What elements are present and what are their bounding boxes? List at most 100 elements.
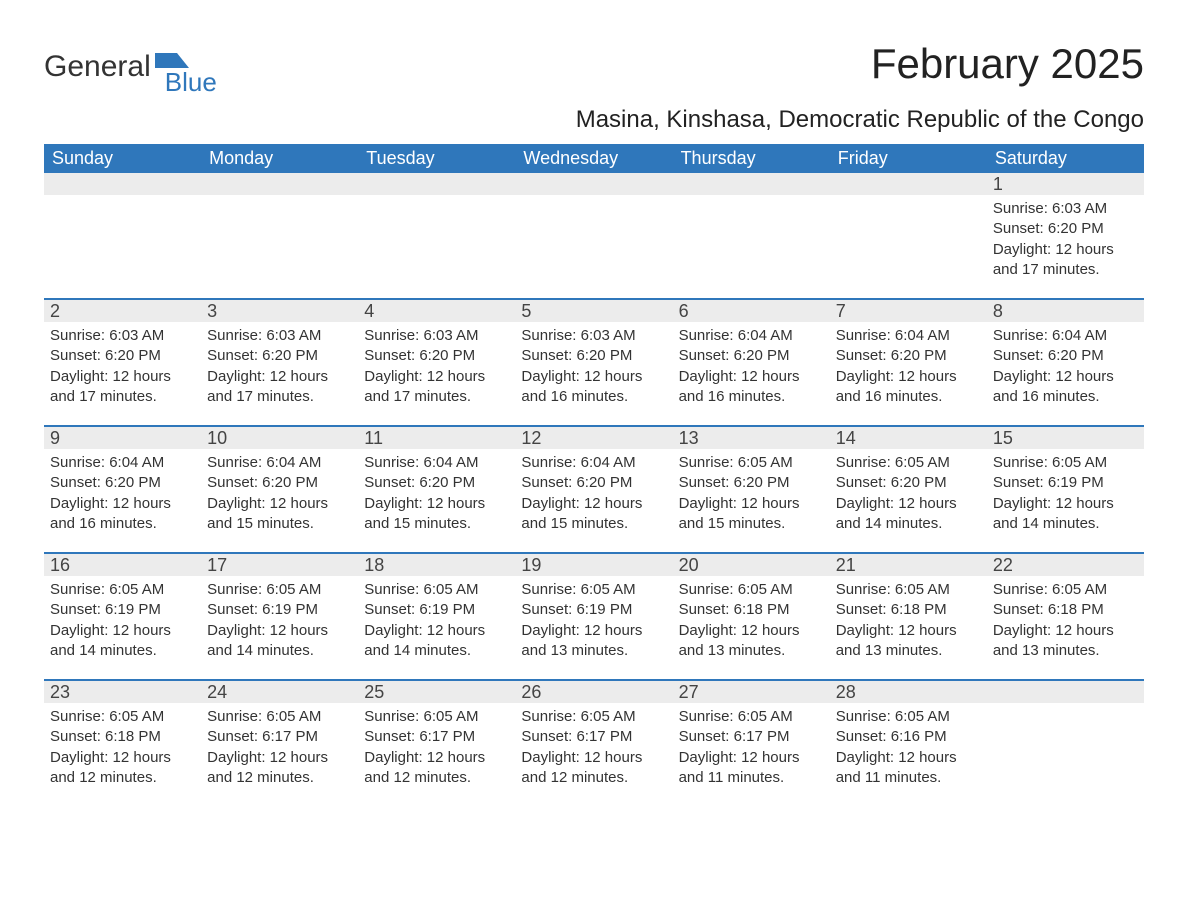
sunrise-text: Sunrise: 6:04 AM	[993, 326, 1138, 346]
sunset-text: Sunset: 6:16 PM	[836, 727, 981, 747]
sunrise-text: Sunrise: 6:03 AM	[50, 326, 195, 346]
date-number: 15	[987, 427, 1144, 449]
calendar-cell	[515, 173, 672, 286]
sunset-text: Sunset: 6:20 PM	[521, 346, 666, 366]
date-number: 3	[201, 300, 358, 322]
week-row: 1Sunrise: 6:03 AMSunset: 6:20 PMDaylight…	[44, 173, 1144, 286]
calendar-cell: 5Sunrise: 6:03 AMSunset: 6:20 PMDaylight…	[515, 300, 672, 413]
cell-body: Sunrise: 6:04 AMSunset: 6:20 PMDaylight:…	[515, 449, 672, 534]
weeks-container: 1Sunrise: 6:03 AMSunset: 6:20 PMDaylight…	[44, 173, 1144, 794]
daylight-text: Daylight: 12 hours and 11 minutes.	[836, 748, 981, 789]
sunrise-text: Sunrise: 6:05 AM	[836, 453, 981, 473]
daylight-text: Daylight: 12 hours and 14 minutes.	[993, 494, 1138, 535]
day-head-sun: Sunday	[44, 144, 201, 173]
daylight-text: Daylight: 12 hours and 12 minutes.	[207, 748, 352, 789]
date-number: 22	[987, 554, 1144, 576]
calendar-cell: 27Sunrise: 6:05 AMSunset: 6:17 PMDayligh…	[673, 681, 830, 794]
sunset-text: Sunset: 6:20 PM	[364, 473, 509, 493]
logo-blue-wrap: Blue	[153, 50, 217, 98]
sunrise-text: Sunrise: 6:04 AM	[364, 453, 509, 473]
date-number: 14	[830, 427, 987, 449]
cell-body: Sunrise: 6:05 AMSunset: 6:18 PMDaylight:…	[673, 576, 830, 661]
week-row: 23Sunrise: 6:05 AMSunset: 6:18 PMDayligh…	[44, 679, 1144, 794]
cell-body: Sunrise: 6:05 AMSunset: 6:18 PMDaylight:…	[44, 703, 201, 788]
date-number	[201, 173, 358, 195]
sunset-text: Sunset: 6:18 PM	[50, 727, 195, 747]
calendar-cell: 19Sunrise: 6:05 AMSunset: 6:19 PMDayligh…	[515, 554, 672, 667]
date-number: 21	[830, 554, 987, 576]
sunrise-text: Sunrise: 6:04 AM	[836, 326, 981, 346]
cell-body: Sunrise: 6:04 AMSunset: 6:20 PMDaylight:…	[987, 322, 1144, 407]
date-number	[515, 173, 672, 195]
sunset-text: Sunset: 6:20 PM	[50, 346, 195, 366]
cell-body: Sunrise: 6:03 AMSunset: 6:20 PMDaylight:…	[358, 322, 515, 407]
daylight-text: Daylight: 12 hours and 16 minutes.	[993, 367, 1138, 408]
sunrise-text: Sunrise: 6:05 AM	[679, 707, 824, 727]
date-number	[987, 681, 1144, 703]
sunrise-text: Sunrise: 6:04 AM	[679, 326, 824, 346]
date-number: 6	[673, 300, 830, 322]
daylight-text: Daylight: 12 hours and 12 minutes.	[364, 748, 509, 789]
sunset-text: Sunset: 6:20 PM	[207, 346, 352, 366]
cell-body: Sunrise: 6:05 AMSunset: 6:18 PMDaylight:…	[830, 576, 987, 661]
sunset-text: Sunset: 6:20 PM	[50, 473, 195, 493]
date-number: 16	[44, 554, 201, 576]
calendar-cell: 9Sunrise: 6:04 AMSunset: 6:20 PMDaylight…	[44, 427, 201, 540]
daylight-text: Daylight: 12 hours and 13 minutes.	[993, 621, 1138, 662]
daylight-text: Daylight: 12 hours and 17 minutes.	[50, 367, 195, 408]
daylight-text: Daylight: 12 hours and 16 minutes.	[50, 494, 195, 535]
cell-body: Sunrise: 6:05 AMSunset: 6:17 PMDaylight:…	[201, 703, 358, 788]
calendar-cell: 2 Sunrise: 6:03 AMSunset: 6:20 PMDaylight…	[44, 300, 201, 413]
sunrise-text: Sunrise: 6:04 AM	[521, 453, 666, 473]
date-number: 25	[358, 681, 515, 703]
cell-body: Sunrise: 6:03 AMSunset: 6:20 PMDaylight:…	[515, 322, 672, 407]
day-head-wed: Wednesday	[515, 144, 672, 173]
cell-body: Sunrise: 6:05 AMSunset: 6:17 PMDaylight:…	[515, 703, 672, 788]
logo-text-blue: Blue	[165, 67, 217, 98]
cell-body: Sunrise: 6:05 AMSunset: 6:19 PMDaylight:…	[201, 576, 358, 661]
calendar-cell	[44, 173, 201, 286]
date-number: 10	[201, 427, 358, 449]
sunrise-text: Sunrise: 6:05 AM	[521, 580, 666, 600]
date-number: 11	[358, 427, 515, 449]
sunset-text: Sunset: 6:20 PM	[521, 473, 666, 493]
calendar-cell: 15Sunrise: 6:05 AMSunset: 6:19 PMDayligh…	[987, 427, 1144, 540]
sunrise-text: Sunrise: 6:05 AM	[521, 707, 666, 727]
calendar-cell: 26Sunrise: 6:05 AMSunset: 6:17 PMDayligh…	[515, 681, 672, 794]
date-number	[830, 173, 987, 195]
calendar-cell: 21Sunrise: 6:05 AMSunset: 6:18 PMDayligh…	[830, 554, 987, 667]
date-number: 2	[44, 300, 201, 322]
sunrise-text: Sunrise: 6:03 AM	[207, 326, 352, 346]
daylight-text: Daylight: 12 hours and 15 minutes.	[521, 494, 666, 535]
calendar-cell: 14Sunrise: 6:05 AMSunset: 6:20 PMDayligh…	[830, 427, 987, 540]
daylight-text: Daylight: 12 hours and 17 minutes.	[207, 367, 352, 408]
date-number: 27	[673, 681, 830, 703]
calendar-cell	[987, 681, 1144, 794]
daylight-text: Daylight: 12 hours and 14 minutes.	[836, 494, 981, 535]
sunrise-text: Sunrise: 6:05 AM	[836, 580, 981, 600]
sunset-text: Sunset: 6:17 PM	[207, 727, 352, 747]
sunrise-text: Sunrise: 6:04 AM	[207, 453, 352, 473]
day-head-tue: Tuesday	[358, 144, 515, 173]
date-number: 4	[358, 300, 515, 322]
week-row: 2Sunrise: 6:03 AMSunset: 6:20 PMDaylight…	[44, 298, 1144, 413]
daylight-text: Daylight: 12 hours and 13 minutes.	[521, 621, 666, 662]
daylight-text: Daylight: 12 hours and 16 minutes.	[679, 367, 824, 408]
calendar-cell: 17Sunrise: 6:05 AMSunset: 6:19 PMDayligh…	[201, 554, 358, 667]
sunset-text: Sunset: 6:20 PM	[679, 473, 824, 493]
location-text: Masina, Kinshasa, Democratic Republic of…	[576, 106, 1144, 134]
cell-body: Sunrise: 6:04 AMSunset: 6:20 PMDaylight:…	[358, 449, 515, 534]
date-number: 5	[515, 300, 672, 322]
daylight-text: Daylight: 12 hours and 16 minutes.	[836, 367, 981, 408]
daylight-text: Daylight: 12 hours and 13 minutes.	[679, 621, 824, 662]
daylight-text: Daylight: 12 hours and 17 minutes.	[993, 240, 1138, 281]
calendar-cell: 6Sunrise: 6:04 AMSunset: 6:20 PMDaylight…	[673, 300, 830, 413]
calendar-cell: 3 Sunrise: 6:03 AMSunset: 6:20 PMDaylight…	[201, 300, 358, 413]
cell-body: Sunrise: 6:05 AMSunset: 6:17 PMDaylight:…	[358, 703, 515, 788]
calendar: Sunday Monday Tuesday Wednesday Thursday…	[44, 144, 1144, 794]
title-block: February 2025 Masina, Kinshasa, Democrat…	[576, 40, 1144, 134]
calendar-cell: 4Sunrise: 6:03 AMSunset: 6:20 PMDaylight…	[358, 300, 515, 413]
sunrise-text: Sunrise: 6:05 AM	[993, 453, 1138, 473]
calendar-cell: 16Sunrise: 6:05 AMSunset: 6:19 PMDayligh…	[44, 554, 201, 667]
header: General Blue February 2025 Masina, Kinsh…	[44, 40, 1144, 134]
